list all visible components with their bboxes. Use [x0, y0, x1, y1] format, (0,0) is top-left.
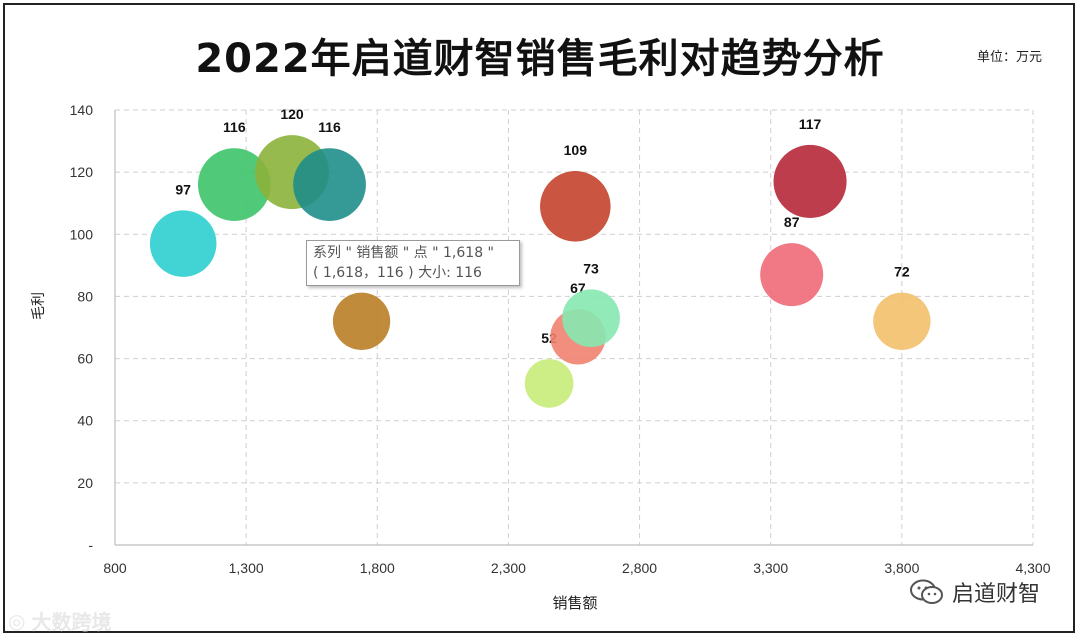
x-tick-label: 800: [103, 560, 127, 576]
chart-title: 2022年启道财智销售毛利对趋势分析: [195, 36, 885, 82]
bubble: [524, 359, 574, 408]
y-tick-label: 60: [77, 351, 93, 367]
bubble: [540, 171, 611, 242]
watermark-right: 启道财智: [909, 576, 1040, 608]
watermark-right-text: 启道财智: [951, 582, 1040, 607]
x-tick-label: 2,800: [622, 560, 657, 576]
data-label: 87: [784, 214, 800, 230]
x-axis-label: 销售额: [552, 594, 598, 612]
x-tick-label: 3,800: [884, 560, 919, 576]
tooltip-line-2: ( 1,618，116 ) 大小: 116: [313, 265, 482, 281]
y-tick-label: 100: [70, 226, 94, 242]
y-tick-label: 120: [70, 164, 94, 180]
bubble: [562, 289, 620, 348]
data-label: 72: [894, 264, 910, 280]
x-tick-label: 4,300: [1015, 560, 1050, 576]
data-label: 117: [799, 116, 822, 132]
x-tick-label: 3,300: [753, 560, 788, 576]
y-tick-label: -: [88, 537, 93, 553]
data-label: 116: [318, 119, 341, 135]
x-tick-label: 1,800: [360, 560, 395, 576]
bubble: [197, 148, 271, 221]
x-tick-label: 1,300: [229, 560, 264, 576]
tooltip-line-1: 系列 " 销售额 " 点 " 1,618 ": [313, 245, 494, 261]
bubble: [773, 144, 847, 218]
y-tick-label: 20: [77, 475, 93, 491]
y-tick-label: 140: [70, 102, 94, 118]
data-label: 120: [280, 106, 304, 122]
watermark-left-text: 大数跨境: [31, 610, 112, 634]
data-label: 73: [583, 260, 599, 276]
x-tick-label: 2,300: [491, 560, 526, 576]
watermark-left: ◎ 大数跨境: [8, 606, 111, 635]
chart-tooltip: 系列 " 销售额 " 点 " 1,618 " ( 1,618，116 ) 大小:…: [306, 240, 520, 286]
wechat-icon: [909, 579, 943, 604]
data-label: 97: [175, 181, 191, 197]
bubble: [760, 243, 824, 307]
bubble: [873, 292, 931, 350]
bubble: [332, 292, 391, 350]
y-tick-label: 80: [77, 288, 93, 304]
data-label: 109: [564, 142, 588, 158]
watermark-logo-icon: ◎: [8, 608, 26, 633]
bubble: [149, 210, 217, 277]
unit-label: 单位：万元: [976, 50, 1042, 65]
y-tick-label: 40: [77, 413, 93, 429]
bubble: [293, 148, 366, 221]
data-label: 116: [223, 119, 246, 135]
